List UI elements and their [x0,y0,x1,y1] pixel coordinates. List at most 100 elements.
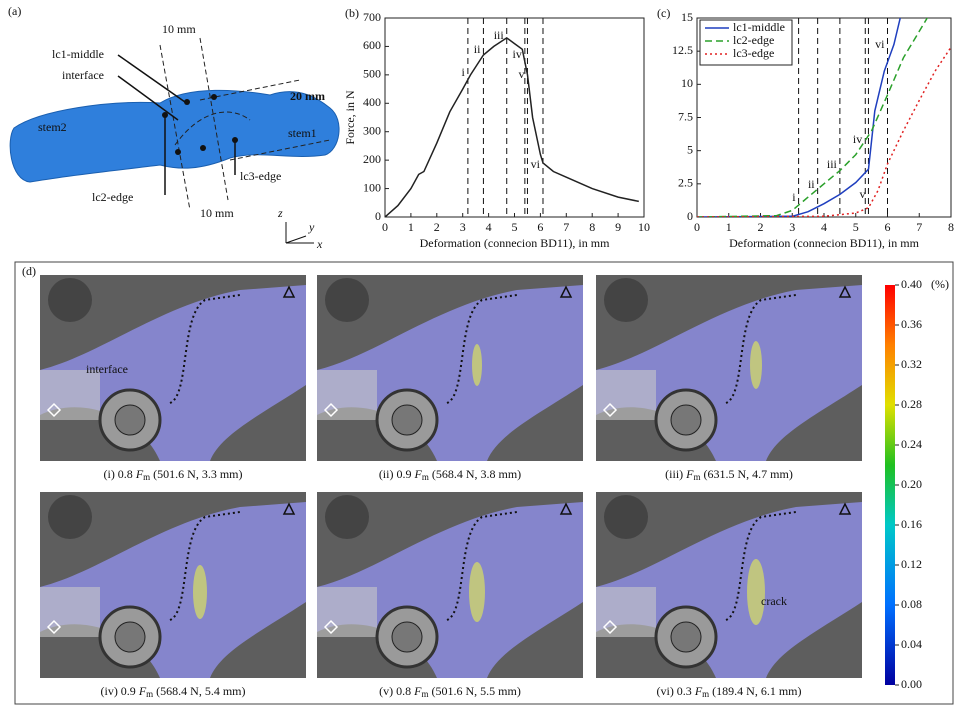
y-tick-label: 5 [687,142,693,156]
marker-label: i [792,190,796,204]
x-tick-label: 4 [821,220,827,234]
caption-prefix: (ii) 0.9 [379,467,415,481]
point [211,94,217,100]
x-tick-label: 6 [537,220,543,234]
x-tick-label: 2 [758,220,764,234]
y-tick-label: 500 [363,67,381,81]
panel-label: (b) [345,6,359,20]
y-tick-label: 400 [363,95,381,109]
bolt [325,278,369,322]
point [184,99,190,105]
colorbar-label: 0.24 [901,437,922,451]
stem-marker [559,502,573,515]
series-line [385,36,639,217]
x-tick-label: 0 [694,220,700,234]
point [162,112,168,118]
leader [117,75,179,121]
caption-suffix: (501.6 N, 5.5 mm) [429,684,521,698]
label: 10 mm [200,206,234,220]
strain-image: interface (i) 0.8 Fm (501.6 N, 3.3 mm) [40,275,306,482]
label: 10 mm [162,22,196,36]
x-tick-label: 10 [638,220,650,234]
strain-spot [469,562,485,622]
series-line [697,18,929,217]
marker-label: iv [853,132,862,146]
colorbar-label: 0.08 [901,597,922,611]
caption-suffix: (189.4 N, 6.1 mm) [709,684,801,698]
x-tick-label: 8 [948,220,954,234]
caption: (vi) 0.3 Fm (189.4 N, 6.1 mm) [656,684,801,699]
caption-subscript: m [702,689,709,699]
panel-d-frame [14,261,954,705]
caption-prefix: (i) 0.8 [103,467,135,481]
series-line [697,46,951,217]
stem-marker [559,285,573,298]
stem-marker [282,502,296,515]
x-tick-label: 1 [726,220,732,234]
leader [117,54,186,103]
x-tick-label: 7 [916,220,922,234]
stem-marker [323,402,339,418]
caption-prefix: (iv) 0.9 [100,684,138,698]
caption-symbol: F [413,467,422,481]
bone-surface [317,502,583,678]
bolt [325,495,369,539]
x-tick-label: 2 [434,220,440,234]
photo-light [317,587,377,637]
caption-prefix: (vi) 0.3 [656,684,694,698]
bolt-head [114,404,146,436]
colorbar-label: 0.12 [901,557,922,571]
chart: 0 1 2 3 4 5 6 7 802.557.51012.515iiiiiiivvvilc1-… [657,6,954,250]
y-tick-label: 2.5 [678,176,693,190]
stem-marker [838,285,852,298]
bolt [604,495,648,539]
bone-surface [40,285,306,461]
panel-label: (d) [22,264,36,278]
panel-label: (c) [657,6,670,20]
colorbar-label: 0.04 [901,637,922,651]
caption: (v) 0.8 Fm (501.6 N, 5.5 mm) [379,684,521,699]
marker-label: iii [494,28,505,42]
label: lc3-edge [240,169,281,183]
strain-image: (ii) 0.9 Fm (568.4 N, 3.8 mm) [317,275,583,482]
stem-marker [323,619,339,635]
x-tick-label: 6 [885,220,891,234]
bone-surface [596,285,862,461]
stem-marker [282,285,296,298]
y-tick-label: 300 [363,123,381,137]
stem-marker [838,502,852,515]
stem-marker [46,402,62,418]
x-tick-label: 3 [789,220,795,234]
axis-name: z [277,206,283,220]
marker-label: iii [827,157,838,171]
axis-name: y [308,220,315,234]
y-tick-label: 600 [363,38,381,52]
marker-label: vi [875,37,885,51]
y-tick-label: 100 [363,180,381,194]
caption-suffix: (568.4 N, 3.8 mm) [429,467,521,481]
x-tick-label: 1 [408,220,414,234]
caption: (iv) 0.9 Fm (568.4 N, 5.4 mm) [100,684,245,699]
caption-symbol: F [138,684,147,698]
caption-subscript: m [422,472,429,482]
y-tick-label: 7.5 [678,109,693,123]
label: stem2 [38,120,67,134]
x-tick-label: 0 [382,220,388,234]
bolt-head [670,621,702,653]
colorbar-unit: (%) [931,277,949,291]
bone-surface [317,285,583,461]
axes-triad [285,222,314,244]
series-line [697,18,901,217]
legend-label: lc1-middle [733,20,785,34]
bolt [604,278,648,322]
caption-symbol: F [685,467,694,481]
caption-symbol: F [413,684,422,698]
x-tick-label: 5 [512,220,518,234]
axis-name: x [316,237,323,251]
marker-label: ii [474,42,481,56]
marker-label: v [518,67,524,81]
label: stem1 [288,126,317,140]
y-axis-label: Force, in N [343,90,357,145]
